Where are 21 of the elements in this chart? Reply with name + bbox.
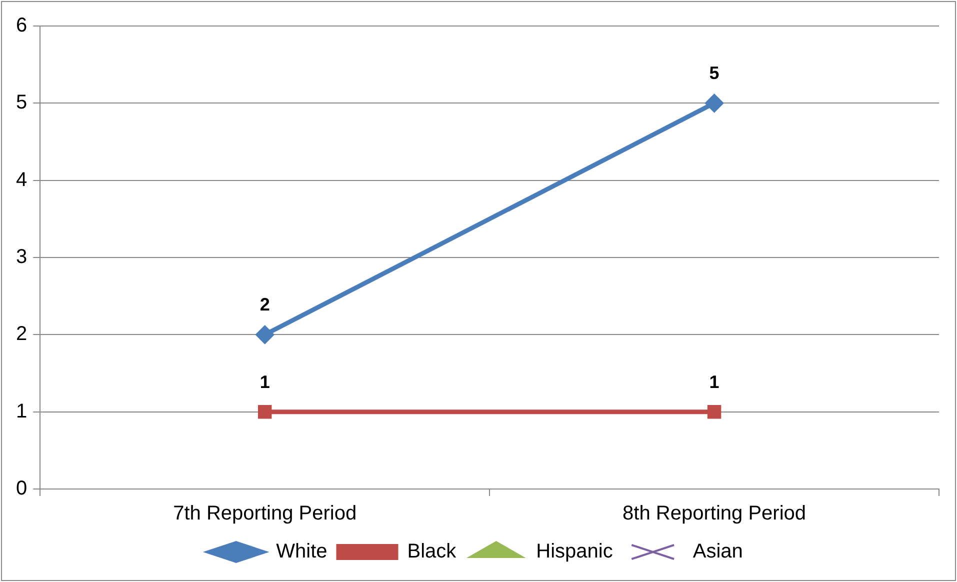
data-label: 1: [260, 372, 270, 392]
y-tick-label: 6: [16, 14, 28, 37]
y-tick-label: 5: [16, 92, 28, 114]
legend-label: Asian: [692, 540, 743, 563]
legend-label: Hispanic: [536, 540, 613, 563]
point: [704, 94, 724, 113]
y-tick-label: 2: [16, 323, 28, 346]
point: [707, 404, 722, 419]
data-label: 5: [709, 63, 720, 84]
y-tick-label: 0: [16, 478, 28, 500]
legend-label: Black: [407, 540, 458, 563]
y-tick-label: 3: [16, 246, 28, 268]
data-label: 1: [709, 372, 720, 392]
point: [258, 404, 272, 419]
x-tick-label: 7th Reporting Period: [173, 502, 357, 525]
y-tick-label: 1: [16, 400, 28, 422]
legend-label: White: [276, 540, 328, 563]
y-tick-label: 4: [16, 168, 28, 191]
x-tick-label: 8th Reporting Period: [622, 502, 806, 525]
data-label: 2: [260, 294, 270, 315]
point: [255, 325, 274, 344]
